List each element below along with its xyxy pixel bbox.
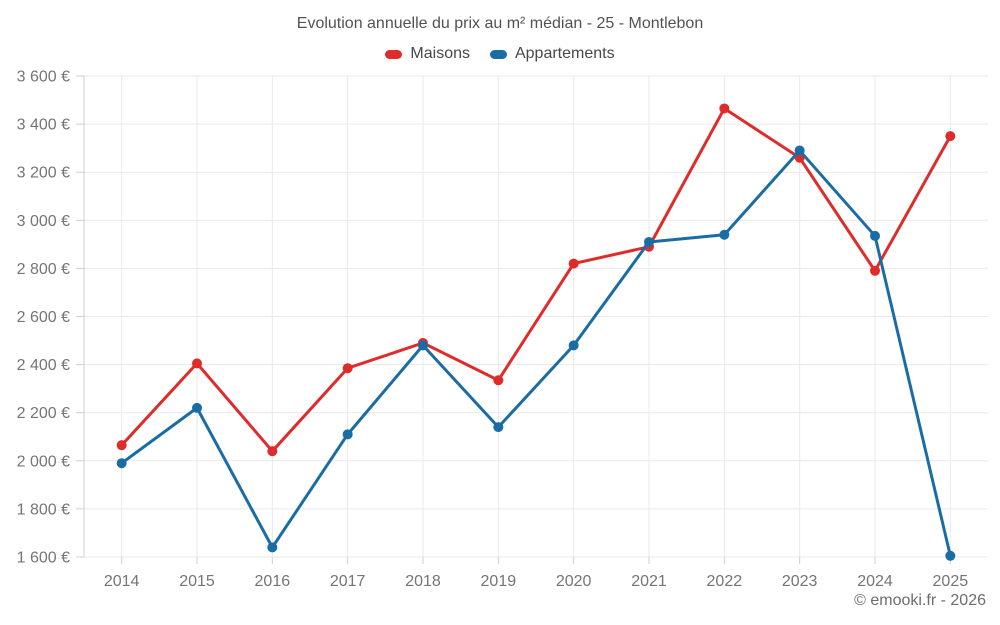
data-point-maisons-2015[interactable] <box>192 358 202 369</box>
data-point-maisons-2022[interactable] <box>719 103 730 114</box>
legend-swatch-maisons <box>385 49 403 59</box>
data-point-appartements-2016[interactable] <box>267 542 278 553</box>
y-tick-label: 1 800 € <box>17 501 70 518</box>
data-point-appartements-2014[interactable] <box>116 458 127 469</box>
legend-label-maisons: Maisons <box>410 45 470 62</box>
x-tick-label: 2018 <box>405 573 441 590</box>
data-point-appartements-2020[interactable] <box>568 340 579 351</box>
y-tick-label: 2 800 € <box>17 261 70 278</box>
x-tick-label: 2016 <box>255 573 291 590</box>
series-line-appartements <box>120 149 952 558</box>
data-point-appartements-2024[interactable] <box>870 230 880 241</box>
data-point-maisons-2020[interactable] <box>568 258 579 269</box>
data-point-appartements-2015[interactable] <box>192 402 202 413</box>
y-tick-label: 2 000 € <box>17 453 70 470</box>
data-point-maisons-2019[interactable] <box>493 375 504 386</box>
y-tick-label: 3 200 € <box>17 165 70 182</box>
data-point-maisons-2017[interactable] <box>342 363 353 374</box>
chart-title: Evolution annuelle du prix au m² médian … <box>296 15 704 32</box>
data-point-appartements-2019[interactable] <box>493 422 504 433</box>
data-point-appartements-2018[interactable] <box>418 340 428 351</box>
series-line-maisons <box>120 106 952 453</box>
data-point-maisons-2016[interactable] <box>267 446 278 457</box>
data-point-appartements-2017[interactable] <box>342 429 353 440</box>
data-point-maisons-2025[interactable] <box>945 131 956 142</box>
data-point-appartements-2022[interactable] <box>719 229 730 240</box>
data-point-appartements-2021[interactable] <box>644 236 654 247</box>
x-tick-label: 2014 <box>104 573 140 590</box>
data-point-maisons-2024[interactable] <box>870 265 880 276</box>
legend-item-maisons[interactable]: Maisons <box>385 45 470 63</box>
copyright: © emooki.fr - 2026 <box>854 592 986 609</box>
data-point-maisons-2014[interactable] <box>116 440 127 451</box>
y-tick-label: 2 400 € <box>17 357 70 374</box>
x-tick-label: 2019 <box>481 573 517 590</box>
x-tick-label: 2025 <box>933 573 969 590</box>
legend: Maisons Appartements <box>0 45 1000 63</box>
data-point-appartements-2025[interactable] <box>945 550 956 561</box>
x-tick-label: 2015 <box>179 573 215 590</box>
legend-swatch-appartements <box>489 49 507 59</box>
y-tick-label: 3 000 € <box>17 213 70 230</box>
legend-item-appartements[interactable]: Appartements <box>489 45 615 63</box>
y-tick-label: 1 600 € <box>17 550 70 567</box>
y-tick-label: 2 200 € <box>17 405 70 422</box>
x-tick-label: 2024 <box>857 573 893 590</box>
x-tick-label: 2023 <box>782 573 818 590</box>
legend-label-appartements: Appartements <box>514 45 615 62</box>
x-tick-label: 2022 <box>707 573 743 590</box>
x-tick-label: 2017 <box>330 573 366 590</box>
x-tick-label: 2020 <box>556 573 592 590</box>
y-tick-label: 2 600 € <box>17 309 70 326</box>
y-tick-label: 3 400 € <box>17 117 70 134</box>
y-tick-label: 3 600 € <box>17 69 70 86</box>
data-point-appartements-2023[interactable] <box>794 145 805 156</box>
x-tick-label: 2021 <box>631 573 667 590</box>
